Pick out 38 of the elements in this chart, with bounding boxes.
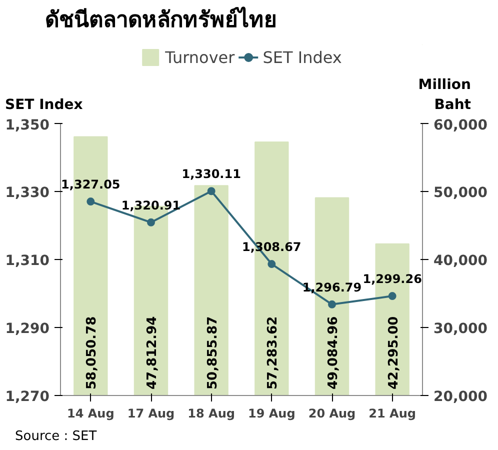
- data-label: 58,050.78: [84, 316, 100, 390]
- x-tick-label: 20 Aug: [308, 406, 356, 420]
- legend-label: Turnover: [165, 48, 235, 66]
- point: [207, 187, 216, 196]
- legend-label: SET Index: [262, 48, 342, 66]
- y2-tick-label: 20,000: [434, 389, 488, 405]
- y-axis-title: SET Index: [5, 96, 83, 115]
- x-tick-label: 19 Aug: [248, 406, 296, 420]
- source-note: Source : SET: [15, 428, 97, 446]
- y2-tick-label: 40,000: [434, 253, 488, 269]
- y2-tick-label: 60,000: [434, 118, 488, 134]
- y-tick-label: 1,350: [5, 118, 50, 134]
- y2-tick-label: 50,000: [434, 185, 488, 201]
- x-tick-label: 21 Aug: [368, 406, 416, 420]
- data-label: 1,330.11: [182, 167, 241, 182]
- point: [268, 260, 276, 268]
- data-label: 42,295.00: [386, 316, 402, 390]
- data-label: 49,084.96: [326, 316, 341, 390]
- data-label: 50,855.87: [205, 316, 220, 390]
- x-tick-label: 14 Aug: [67, 406, 114, 420]
- point: [388, 292, 396, 300]
- chart-title: ดัชนีตลาดหลักทรัพย์ไทย: [45, 6, 277, 35]
- point: [86, 198, 95, 206]
- y-tick-label: 1,330: [5, 185, 50, 201]
- y2-tick-label: 30,000: [434, 321, 488, 337]
- y-tick-label: 1,310: [5, 253, 50, 269]
- point: [147, 218, 155, 226]
- x-tick-label: 17 Aug: [127, 406, 175, 420]
- point: [328, 300, 336, 308]
- data-label: 1,299.26: [362, 272, 422, 286]
- y-tick-label: 1,290: [5, 321, 50, 337]
- data-label: 1,327.05: [61, 178, 120, 192]
- data-label: 47,812.94: [145, 316, 160, 390]
- data-label: 1,320.91: [121, 198, 181, 212]
- data-label: 57,283.62: [266, 316, 281, 390]
- y2-axis-title: Million Baht: [417, 76, 471, 115]
- x-tick-label: 18 Aug: [188, 406, 235, 420]
- y-tick-label: 1,270: [5, 389, 50, 405]
